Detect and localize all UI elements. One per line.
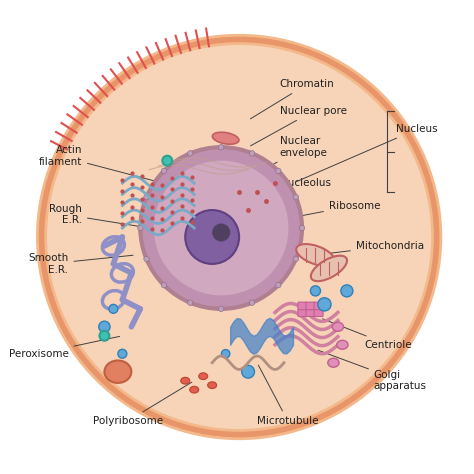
FancyBboxPatch shape (314, 309, 323, 317)
Ellipse shape (99, 321, 110, 332)
FancyBboxPatch shape (306, 309, 315, 317)
Ellipse shape (154, 161, 289, 295)
Ellipse shape (161, 168, 167, 173)
Ellipse shape (100, 331, 109, 341)
Ellipse shape (212, 224, 230, 241)
Ellipse shape (293, 256, 299, 262)
Ellipse shape (341, 285, 353, 297)
Ellipse shape (296, 244, 335, 266)
Ellipse shape (188, 151, 193, 156)
Ellipse shape (118, 349, 127, 358)
Text: Chromatin: Chromatin (250, 79, 334, 119)
Ellipse shape (137, 225, 143, 231)
Text: Actin
filament: Actin filament (38, 146, 160, 182)
Text: Mitochondria: Mitochondria (318, 241, 424, 255)
Text: Rough
E.R.: Rough E.R. (49, 204, 146, 228)
Ellipse shape (328, 358, 339, 367)
Ellipse shape (293, 194, 299, 200)
Ellipse shape (181, 377, 190, 384)
Text: Nucleolus: Nucleolus (242, 178, 330, 209)
Ellipse shape (104, 361, 131, 383)
Ellipse shape (219, 306, 224, 311)
Ellipse shape (42, 39, 437, 435)
Ellipse shape (199, 373, 208, 380)
FancyBboxPatch shape (298, 309, 307, 317)
Ellipse shape (109, 304, 118, 313)
Ellipse shape (190, 386, 199, 393)
FancyBboxPatch shape (298, 302, 307, 310)
Ellipse shape (208, 382, 217, 389)
Text: Microtubule: Microtubule (257, 365, 319, 426)
FancyBboxPatch shape (306, 302, 315, 310)
Text: Ribosome: Ribosome (287, 201, 381, 219)
Text: Nucleus: Nucleus (296, 124, 438, 182)
Ellipse shape (185, 210, 239, 264)
Ellipse shape (219, 145, 224, 150)
Text: Polyribosome: Polyribosome (92, 382, 192, 426)
Text: Golgi
apparatus: Golgi apparatus (318, 350, 427, 392)
Ellipse shape (161, 283, 167, 288)
Ellipse shape (310, 286, 320, 296)
Ellipse shape (140, 147, 302, 309)
Text: Centriole: Centriole (322, 319, 412, 350)
Ellipse shape (162, 156, 172, 165)
Ellipse shape (221, 349, 230, 358)
Ellipse shape (249, 300, 255, 305)
Text: Nuclear
envelope: Nuclear envelope (251, 137, 328, 177)
Ellipse shape (144, 256, 149, 262)
Ellipse shape (275, 168, 281, 173)
Ellipse shape (299, 225, 305, 231)
Ellipse shape (332, 322, 344, 331)
Ellipse shape (249, 151, 255, 156)
FancyBboxPatch shape (314, 302, 323, 310)
Ellipse shape (212, 132, 239, 144)
Text: Smooth
E.R.: Smooth E.R. (28, 253, 133, 275)
Ellipse shape (188, 300, 193, 305)
Text: Nuclear pore: Nuclear pore (251, 106, 346, 146)
Text: Peroxisome: Peroxisome (9, 337, 119, 359)
Ellipse shape (144, 194, 149, 200)
Ellipse shape (242, 365, 255, 378)
Ellipse shape (275, 283, 281, 288)
Ellipse shape (337, 340, 348, 349)
Ellipse shape (311, 255, 347, 281)
Ellipse shape (318, 298, 331, 311)
